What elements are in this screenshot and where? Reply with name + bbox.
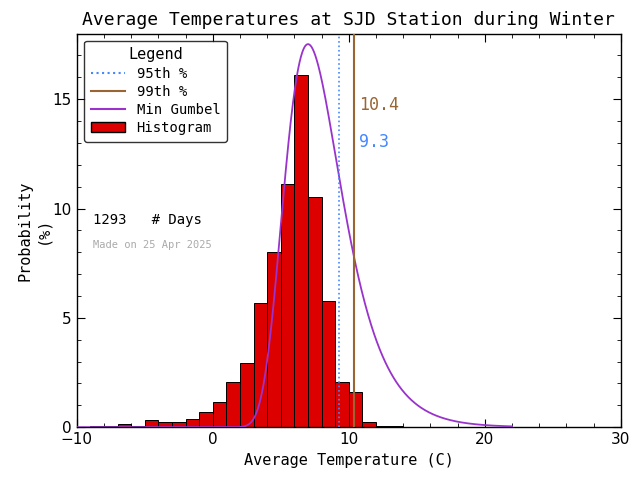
Bar bbox=[159, 422, 172, 427]
X-axis label: Average Temperature (C): Average Temperature (C) bbox=[244, 453, 454, 468]
Title: Average Temperatures at SJD Station during Winter: Average Temperatures at SJD Station duri… bbox=[83, 11, 615, 29]
Bar bbox=[90, 425, 104, 427]
Bar bbox=[186, 419, 199, 427]
Text: 10.4: 10.4 bbox=[359, 96, 399, 114]
Bar bbox=[227, 382, 240, 427]
Bar bbox=[212, 402, 227, 427]
Bar bbox=[145, 420, 159, 427]
Bar bbox=[104, 425, 118, 427]
Bar bbox=[335, 382, 349, 427]
Bar bbox=[118, 424, 131, 427]
Bar bbox=[268, 252, 281, 427]
Text: Made on 25 Apr 2025: Made on 25 Apr 2025 bbox=[93, 240, 212, 250]
Text: 9.3: 9.3 bbox=[359, 133, 389, 151]
Bar bbox=[199, 412, 212, 427]
Bar bbox=[172, 422, 186, 427]
Bar bbox=[308, 197, 322, 427]
Bar bbox=[294, 75, 308, 427]
Legend: 95th %, 99th %, Min Gumbel, Histogram: 95th %, 99th %, Min Gumbel, Histogram bbox=[84, 40, 227, 142]
Bar bbox=[322, 301, 335, 427]
Y-axis label: Probability
(%): Probability (%) bbox=[17, 180, 50, 281]
Bar bbox=[281, 184, 294, 427]
Bar bbox=[362, 422, 376, 427]
Text: 1293   # Days: 1293 # Days bbox=[93, 213, 202, 227]
Bar bbox=[131, 425, 145, 427]
Bar bbox=[349, 392, 362, 427]
Bar bbox=[376, 425, 390, 427]
Bar bbox=[253, 303, 268, 427]
Bar bbox=[240, 363, 253, 427]
Bar bbox=[390, 425, 403, 427]
